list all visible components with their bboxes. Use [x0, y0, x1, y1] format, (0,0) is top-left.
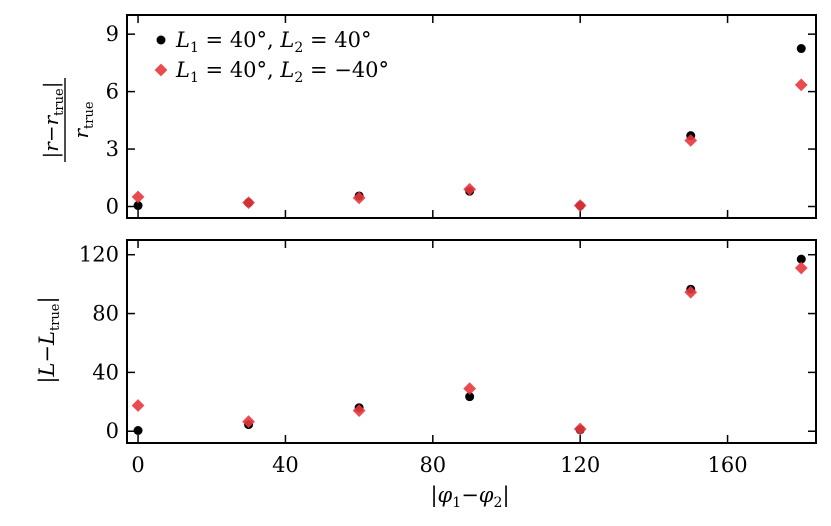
legend2-sub1: 1 [190, 70, 199, 86]
xtick-label: 120 [560, 453, 600, 477]
svg-text:|r−rtrue|: |r−rtrue| [39, 82, 67, 159]
top-point-diamond [463, 182, 477, 196]
ylabel-den-sub: true [82, 101, 97, 129]
ylabel-den-r: r [69, 128, 93, 139]
top-point-diamond [131, 190, 145, 204]
ylabel-r-true: r [39, 114, 63, 125]
ylabel-bar-left: | [39, 152, 64, 159]
legend1-sub2: 2 [294, 40, 303, 56]
ylabel2-L: L [35, 363, 59, 378]
ylabel-true-sub: true [52, 88, 67, 116]
bottom-point-diamond [131, 399, 145, 412]
top-point-diamond [242, 196, 255, 210]
xtick-label: 80 [419, 453, 446, 477]
xtick-label: 160 [708, 453, 748, 477]
xlabel-sub2: 2 [494, 495, 503, 511]
xtick-label: 0 [131, 453, 144, 477]
svg-text:|L−Ltrue|: |L−Ltrue| [35, 296, 63, 383]
legend-entry-2: L1 = 40°, L2 = −40° [175, 58, 389, 86]
xlabel-bar-left: | [430, 483, 437, 508]
bottom-point-diamond [463, 382, 477, 395]
ylabel-bar-right: | [39, 82, 64, 89]
top-ytick-label: 9 [106, 22, 119, 46]
legend2-val1: = 40°, [199, 58, 281, 82]
ylabel2-bar-right: | [35, 296, 60, 303]
top-point-circle [796, 44, 806, 54]
legend2-L1: L [175, 58, 190, 82]
xlabel-phi2: φ [479, 483, 494, 507]
legend2-L2: L [279, 58, 294, 82]
top-ytick-label: 3 [106, 137, 119, 161]
svg-text:rtrue: rtrue [69, 101, 97, 138]
bottom-ytick-label: 40 [92, 360, 119, 384]
ylabel2-true-sub: true [48, 303, 63, 331]
xlabel-sub1: 1 [452, 495, 461, 511]
bottom-panel: 0 40 80 120 0 40 80 120 160 [79, 239, 817, 477]
xlabel-minus: − [461, 483, 479, 507]
ylabel-r: r [39, 141, 63, 152]
legend-entry-1: L1 = 40°, L2 = 40° [175, 28, 371, 56]
bottom-y-axis-label: |L−Ltrue| [35, 296, 63, 383]
legend: L1 = 40°, L2 = 40° L1 = 40°, L2 = −40° [154, 28, 389, 86]
top-point-diamond [352, 191, 366, 205]
ylabel2-minus: − [35, 345, 59, 363]
xlabel-phi1: φ [438, 483, 453, 507]
top-plot-frame [126, 14, 817, 219]
bottom-point-circle [133, 425, 143, 435]
bottom-point-diamond [794, 261, 808, 275]
legend1-L1: L [175, 28, 190, 52]
bottom-point-diamond [352, 404, 366, 418]
top-ytick-label: 6 [106, 80, 119, 104]
top-point-circle [133, 201, 143, 211]
bottom-plot-frame [126, 239, 817, 444]
bottom-ytick-label: 0 [106, 419, 119, 443]
top-point-diamond [573, 199, 587, 212]
bottom-point-circle [465, 392, 475, 402]
legend1-val1: = 40°, [199, 28, 281, 52]
xtick-label: 40 [272, 453, 299, 477]
ylabel-minus: − [39, 125, 63, 142]
ylabel2-bar-left: | [35, 377, 60, 384]
legend2-val2: = −40° [303, 58, 389, 82]
top-y-axis-label: |r−rtrue| rtrue [39, 78, 97, 162]
bottom-point-diamond [684, 285, 698, 299]
legend1-L2: L [279, 28, 294, 52]
top-ytick-label: 0 [106, 195, 119, 219]
bottom-ytick-label: 120 [79, 243, 119, 267]
x-axis-label: |φ1−φ2| [430, 483, 509, 511]
legend-marker-circle [156, 35, 166, 45]
legend1-sub1: 1 [190, 40, 199, 56]
legend1-val2: = 40° [303, 28, 371, 52]
ylabel2-L-true: L [35, 331, 59, 346]
legend2-sub2: 2 [294, 70, 303, 86]
bottom-point-circle [796, 254, 806, 264]
bottom-point-diamond [573, 422, 587, 436]
xlabel-bar-right: | [502, 483, 509, 508]
bottom-point-diamond [242, 415, 255, 429]
legend-marker-diamond [154, 63, 168, 77]
bottom-ytick-label: 80 [92, 302, 119, 326]
top-point-diamond [794, 78, 808, 92]
top-panel: 0 3 6 9 [106, 14, 817, 219]
